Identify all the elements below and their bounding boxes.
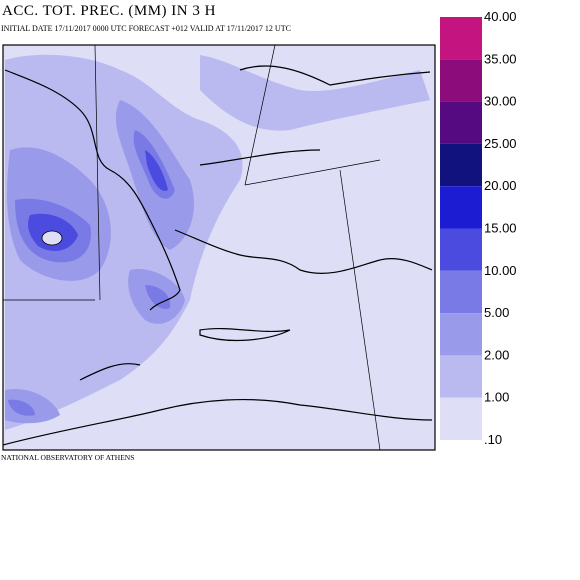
legend-swatch — [440, 397, 482, 440]
legend-label: 1.00 — [484, 390, 509, 405]
footer: NATIONAL OBSERVATORY OF ATHENS — [1, 453, 134, 462]
legend-label: 40.00 — [484, 9, 517, 24]
map-area — [2, 44, 436, 451]
legend-swatch — [440, 270, 482, 314]
legend-swatch — [440, 186, 482, 229]
legend: 40.00 35.00 30.00 25.00 20.00 15.00 10.00 5.00 2… — [440, 9, 517, 447]
legend-swatch — [440, 101, 482, 144]
legend-swatch — [440, 355, 482, 398]
legend-label: 15.00 — [484, 221, 517, 236]
legend-swatch — [440, 143, 482, 187]
subtitle: INITIAL DATE 17/11/2017 0000 UTC FORECAS… — [1, 24, 291, 33]
legend-label: 25.00 — [484, 136, 517, 151]
legend-label: 10.00 — [484, 263, 517, 278]
legend-label: 2.00 — [484, 347, 509, 362]
legend-label: 20.00 — [484, 178, 517, 193]
title: ACC. TOT. PREC. (MM) IN 3 H — [2, 3, 216, 19]
legend-swatch — [440, 17, 482, 60]
legend-label: 35.00 — [484, 51, 517, 66]
legend-label: 5.00 — [484, 305, 509, 320]
legend-swatch — [440, 313, 482, 356]
legend-swatch — [440, 59, 482, 102]
legend-swatch — [440, 228, 482, 271]
legend-label: .10 — [484, 432, 502, 447]
legend-label: 30.00 — [484, 94, 517, 109]
